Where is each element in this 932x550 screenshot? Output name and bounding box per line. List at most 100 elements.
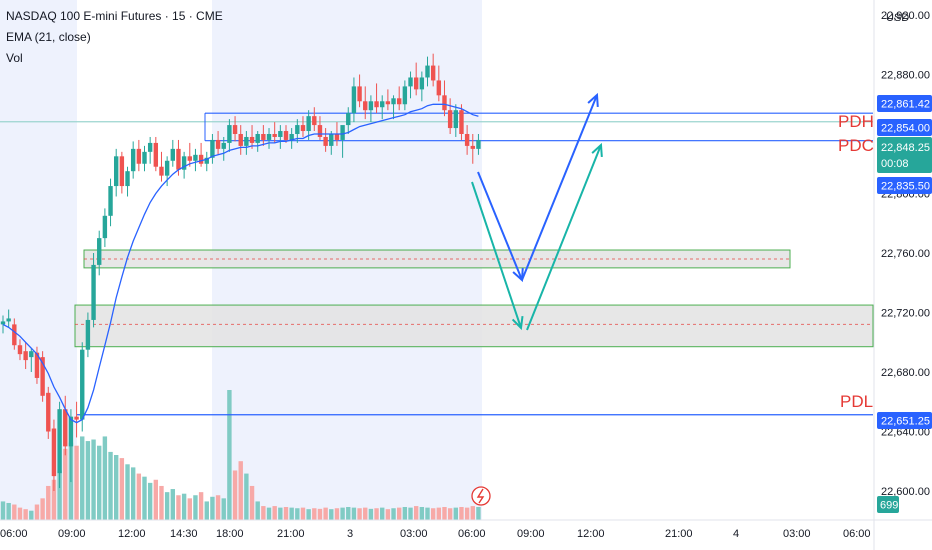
candle-body — [402, 86, 408, 105]
candle-body — [119, 156, 125, 187]
candle-body — [334, 134, 340, 140]
candle-body — [40, 357, 45, 396]
candle-body — [295, 125, 300, 134]
currency-label[interactable]: USD — [886, 12, 910, 24]
volume-bar — [380, 507, 385, 520]
candle-body — [397, 98, 402, 105]
volume-bar — [210, 496, 215, 520]
candle-body — [391, 98, 396, 105]
candle-body — [102, 215, 108, 239]
volume-bar — [249, 485, 255, 520]
volume-bar — [312, 508, 317, 520]
candle-body — [306, 116, 311, 132]
volume-bar — [459, 507, 464, 520]
candle-body — [193, 154, 198, 161]
candle-body — [459, 110, 464, 134]
volume-bar — [181, 493, 187, 520]
badge-pdh-text: 22,854.00 — [881, 123, 930, 135]
price-axis[interactable]: 22,920.0022,880.0022,800.0022,760.0022,7… — [873, 0, 932, 550]
volume-bar — [300, 507, 306, 520]
candle-body — [210, 139, 215, 158]
candle-body — [176, 148, 181, 170]
flash-icon-bolt — [476, 488, 485, 504]
vol-legend[interactable]: Vol — [6, 51, 23, 65]
volume-badge-text: 699 — [880, 500, 898, 512]
volume-bar — [102, 436, 108, 520]
candle-body — [114, 156, 119, 187]
level-label-pdh: PDH — [838, 112, 874, 131]
volume-bar — [12, 504, 17, 520]
candle-body — [51, 428, 57, 477]
candle-body — [430, 65, 436, 81]
volume-bar — [419, 507, 425, 520]
candle-body — [346, 113, 351, 126]
candle-body — [91, 264, 96, 320]
candle-body — [147, 142, 153, 152]
price-levels — [0, 112, 873, 416]
candle-body — [317, 125, 323, 137]
price-tick-label: 22,600.00 — [881, 486, 930, 498]
candle-body — [357, 86, 362, 102]
volume-bar — [357, 508, 362, 520]
candle-body — [181, 156, 187, 170]
time-tick-label: 03:00 — [783, 528, 811, 540]
volume-bar — [464, 507, 470, 520]
volume-bar — [85, 441, 91, 520]
badge-level-box — [877, 177, 932, 194]
candle-body — [63, 409, 68, 447]
volume-bar — [23, 509, 28, 520]
volume-bar — [244, 473, 249, 520]
volume-bar — [363, 507, 368, 520]
candle-body — [266, 134, 272, 140]
candle-body — [170, 148, 175, 161]
candle-body — [29, 351, 34, 358]
flash-icon[interactable] — [471, 486, 491, 506]
time-axis[interactable]: 06:00 09:00 12:00 14:30 18:00 21:00 3 03:00 06:0… — [0, 519, 932, 540]
badge-pdh-box — [877, 119, 932, 136]
volume-bar — [346, 507, 351, 520]
candle-body — [204, 157, 209, 164]
time-tick-label: 12:00 — [118, 528, 146, 540]
candle-body — [6, 318, 11, 322]
candle-body — [255, 134, 260, 143]
time-tick-label: 09:00 — [517, 528, 545, 540]
chart-legend: NASDAQ 100 E-mini Futures · 15 · CME EMA… — [6, 6, 223, 69]
candle-body — [413, 77, 419, 90]
volume-bar — [436, 507, 442, 520]
ema-legend[interactable]: EMA (21, close) — [6, 30, 91, 44]
candle-body — [68, 416, 74, 447]
volume-bar — [261, 506, 266, 520]
candle-body — [85, 319, 91, 350]
volume-bar — [159, 485, 164, 520]
candle-body — [289, 134, 294, 140]
volume-bar — [6, 502, 11, 520]
candle-body — [453, 110, 458, 129]
volume-bar — [442, 507, 447, 520]
candle-body — [23, 351, 28, 361]
candle-body — [34, 352, 40, 378]
volume-bar — [402, 507, 408, 520]
volume-bar — [40, 498, 45, 520]
candle-body — [464, 134, 470, 146]
price-axis-bg — [874, 0, 932, 550]
candle-body — [300, 125, 306, 132]
time-tick-label: 06:00 — [0, 528, 28, 540]
volume-bar — [232, 470, 238, 520]
candle-body — [57, 409, 62, 474]
candle-body — [17, 345, 23, 355]
price-tick-label: 22,880.00 — [881, 70, 930, 82]
volume-bar — [80, 436, 85, 520]
badge-level-text: 22,835.50 — [881, 181, 930, 193]
volume-bar — [34, 504, 40, 520]
price-tick-label: 22,720.00 — [881, 308, 930, 320]
candle-body — [108, 186, 113, 216]
candle-body — [442, 95, 447, 111]
time-tick-label: 21:00 — [665, 528, 693, 540]
volume-bar — [0, 501, 6, 520]
volume-bar — [413, 506, 419, 520]
candle-body — [278, 131, 283, 137]
volume-bar — [170, 489, 175, 520]
symbol-title[interactable]: NASDAQ 100 E-mini Futures · 15 · CME — [6, 9, 223, 23]
volume-bar — [385, 509, 391, 520]
